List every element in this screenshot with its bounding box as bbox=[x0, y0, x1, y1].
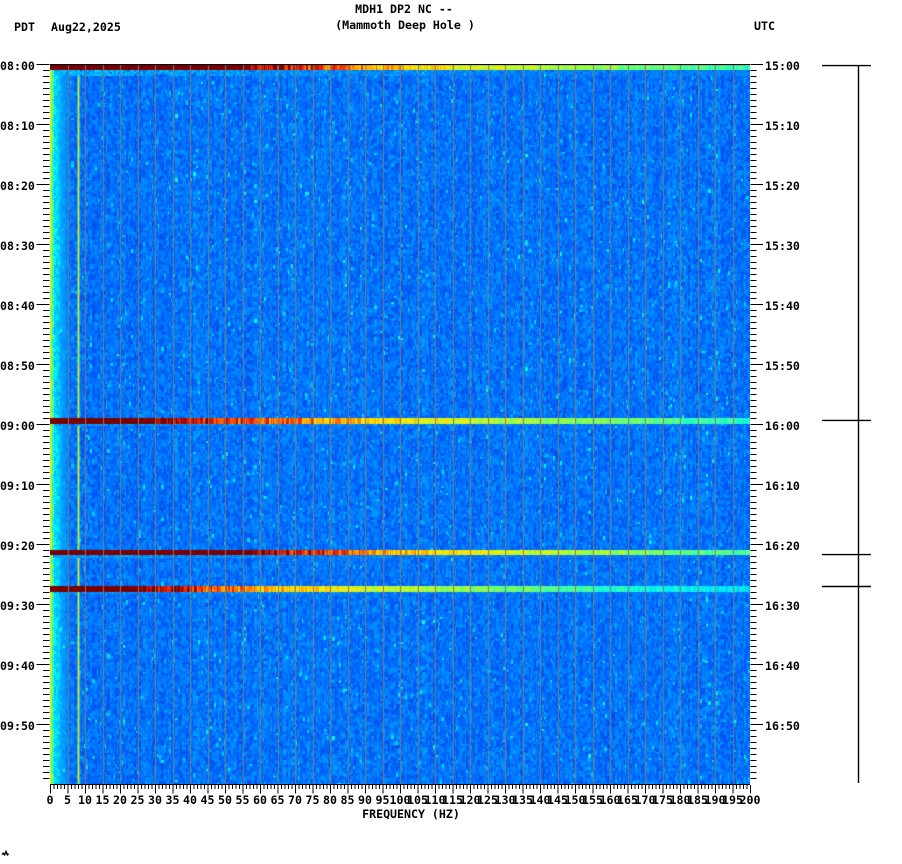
right-time-label: 15:10 bbox=[765, 118, 800, 133]
frequency-tick-label: 145 bbox=[547, 793, 568, 807]
frequency-tick-label: 10 bbox=[78, 793, 92, 807]
x-axis-title: FREQUENCY (HZ) bbox=[362, 807, 460, 821]
frequency-tick-label: 160 bbox=[599, 793, 621, 807]
frequency-tick-label: 120 bbox=[459, 793, 481, 807]
frequency-tick-label: 85 bbox=[340, 793, 355, 807]
frequency-tick-label: 90 bbox=[358, 793, 372, 807]
right-time-label: 16:20 bbox=[765, 538, 800, 553]
left-time-label: 08:30 bbox=[0, 238, 35, 253]
frequency-tick-label: 50 bbox=[218, 793, 232, 807]
frequency-tick-label: 75 bbox=[305, 793, 320, 807]
frequency-tick-label: 40 bbox=[183, 793, 197, 807]
left-time-label: 08:40 bbox=[0, 298, 35, 313]
spectrogram-heatmap bbox=[50, 64, 750, 784]
left-time-label: 09:20 bbox=[0, 538, 35, 553]
date-label: Aug22,2025 bbox=[51, 20, 121, 34]
left-time-label: 08:20 bbox=[0, 178, 35, 193]
station-subtitle: (Mammoth Deep Hole ) bbox=[335, 18, 475, 32]
right-time-label: 15:00 bbox=[765, 58, 800, 73]
frequency-tick-label: 15 bbox=[95, 793, 110, 807]
frequency-tick-label: 190 bbox=[704, 793, 726, 807]
right-time-label: 16:00 bbox=[765, 418, 800, 433]
frequency-tick-label: 95 bbox=[375, 793, 390, 807]
left-time-label: 09:10 bbox=[0, 478, 35, 493]
frequency-tick-label: 200 bbox=[739, 793, 761, 807]
frequency-tick-label: 65 bbox=[270, 793, 285, 807]
frequency-tick-label: 105 bbox=[407, 793, 428, 807]
frequency-tick-label: 20 bbox=[113, 793, 127, 807]
right-time-label: 15:30 bbox=[765, 238, 800, 253]
frequency-tick-label: 150 bbox=[564, 793, 586, 807]
left-time-label: 09:00 bbox=[0, 418, 35, 433]
frequency-tick-label: 185 bbox=[687, 793, 708, 807]
frequency-tick-label: 195 bbox=[722, 793, 743, 807]
frequency-tick-label: 135 bbox=[512, 793, 533, 807]
timezone-left-label: PDT bbox=[14, 20, 35, 34]
frequency-tick-label: 25 bbox=[130, 793, 145, 807]
right-time-label: 16:10 bbox=[765, 478, 800, 493]
frequency-tick-label: 125 bbox=[477, 793, 498, 807]
frequency-tick-label: 100 bbox=[389, 793, 411, 807]
station-title: MDH1 DP2 NC -- bbox=[355, 2, 453, 16]
left-time-label: 08:00 bbox=[0, 58, 35, 73]
left-time-label: 08:10 bbox=[0, 118, 35, 133]
left-time-label: 08:50 bbox=[0, 358, 35, 373]
event-scale-bar bbox=[822, 64, 871, 783]
right-time-label: 16:50 bbox=[765, 718, 800, 733]
corner-squiggle-mark-icon bbox=[1, 849, 10, 857]
frequency-tick-label: 0 bbox=[46, 793, 54, 807]
frequency-tick-label: 155 bbox=[582, 793, 603, 807]
frequency-tick-label: 70 bbox=[288, 793, 302, 807]
right-time-label: 15:20 bbox=[765, 178, 800, 193]
left-time-label: 09:30 bbox=[0, 598, 35, 613]
frequency-tick-label: 180 bbox=[669, 793, 691, 807]
left-time-label: 09:50 bbox=[0, 718, 35, 733]
frequency-tick-label: 35 bbox=[165, 793, 180, 807]
frequency-tick-label: 55 bbox=[235, 793, 250, 807]
frequency-tick-label: 170 bbox=[634, 793, 656, 807]
frequency-tick-label: 115 bbox=[442, 793, 463, 807]
frequency-tick-label: 165 bbox=[617, 793, 638, 807]
frequency-tick-label: 45 bbox=[200, 793, 215, 807]
frequency-tick-label: 60 bbox=[253, 793, 267, 807]
frequency-tick-label: 80 bbox=[323, 793, 337, 807]
frequency-tick-label: 5 bbox=[64, 793, 71, 807]
right-time-label: 16:30 bbox=[765, 598, 800, 613]
frequency-tick-label: 110 bbox=[424, 793, 446, 807]
frequency-tick-label: 130 bbox=[494, 793, 516, 807]
right-time-label: 15:40 bbox=[765, 298, 800, 313]
left-time-label: 09:40 bbox=[0, 658, 35, 673]
timezone-right-label: UTC bbox=[754, 19, 775, 33]
frequency-tick-label: 175 bbox=[652, 793, 673, 807]
frequency-tick-label: 140 bbox=[529, 793, 551, 807]
right-time-label: 16:40 bbox=[765, 658, 800, 673]
frequency-tick-label: 30 bbox=[148, 793, 162, 807]
right-time-label: 15:50 bbox=[765, 358, 800, 373]
